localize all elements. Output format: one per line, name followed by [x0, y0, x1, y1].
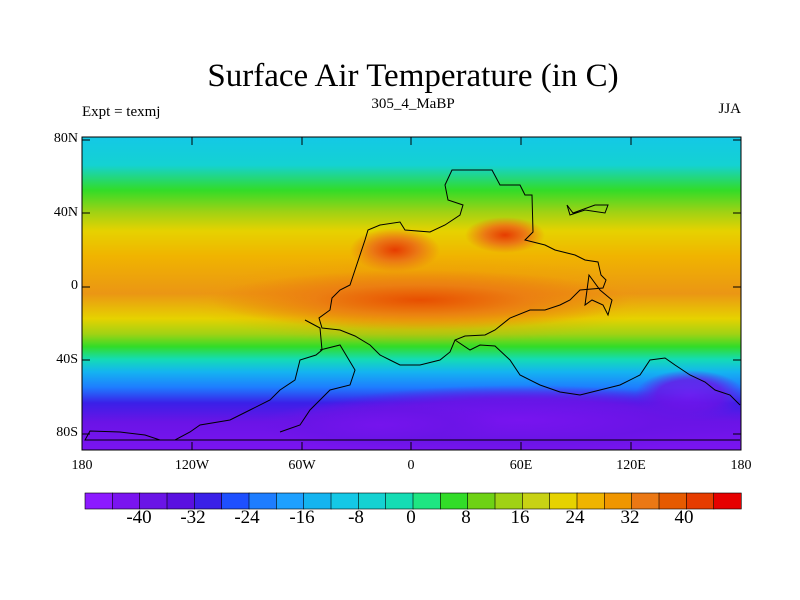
coastline [84, 169, 741, 441]
coastline-southwest-inner [279, 344, 356, 433]
lat-tick-label: 40S [56, 352, 78, 367]
lat-tick-label: 40N [53, 205, 78, 220]
lon-tick-marks [81, 137, 742, 450]
colorbar-swatch [713, 492, 742, 510]
lon-tick-label: 120W [174, 458, 210, 473]
lat-tick-marks [82, 139, 741, 435]
colorbar-label: 24 [565, 507, 585, 528]
map-title: Surface Air Temperature (in C) [207, 58, 619, 94]
lon-tick-label: 180 [730, 458, 752, 473]
lon-tick-label: 60W [288, 458, 316, 473]
colorbar-label: -32 [180, 507, 206, 528]
colorbar-label: -16 [289, 507, 315, 528]
colorbar-label: 0 [406, 507, 416, 528]
coastline-south [84, 319, 740, 441]
coastline-southeast [454, 339, 741, 406]
coastline-main-continent [318, 169, 607, 366]
colorbar-label: -40 [126, 507, 152, 528]
colorbar [84, 492, 742, 510]
map-subtitle: 305_4_MaBP [371, 96, 455, 112]
coastline-island-north [566, 204, 609, 216]
colorbar-label: 32 [620, 507, 640, 528]
lon-tick-label: 120E [616, 458, 646, 473]
coastline-island-east [584, 273, 613, 317]
colorbar-label: -8 [348, 507, 364, 528]
lon-tick-label: 180 [71, 458, 93, 473]
colorbar-swatch [84, 492, 113, 510]
colorbar-label: 40 [674, 507, 694, 528]
lon-tick-label: 0 [407, 458, 415, 473]
lat-tick-label: 80S [56, 425, 78, 440]
lon-tick-label: 60E [509, 458, 533, 473]
lat-tick-label: 0 [71, 278, 78, 293]
lat-tick-label: 80N [53, 131, 78, 146]
experiment-label: Expt = texmj [82, 104, 161, 120]
colorbar-label: -24 [234, 507, 260, 528]
colorbar-label: 16 [510, 507, 530, 528]
season-label: JJA [718, 101, 741, 117]
temperature-field [82, 137, 741, 450]
colorbar-label: 8 [461, 507, 471, 528]
